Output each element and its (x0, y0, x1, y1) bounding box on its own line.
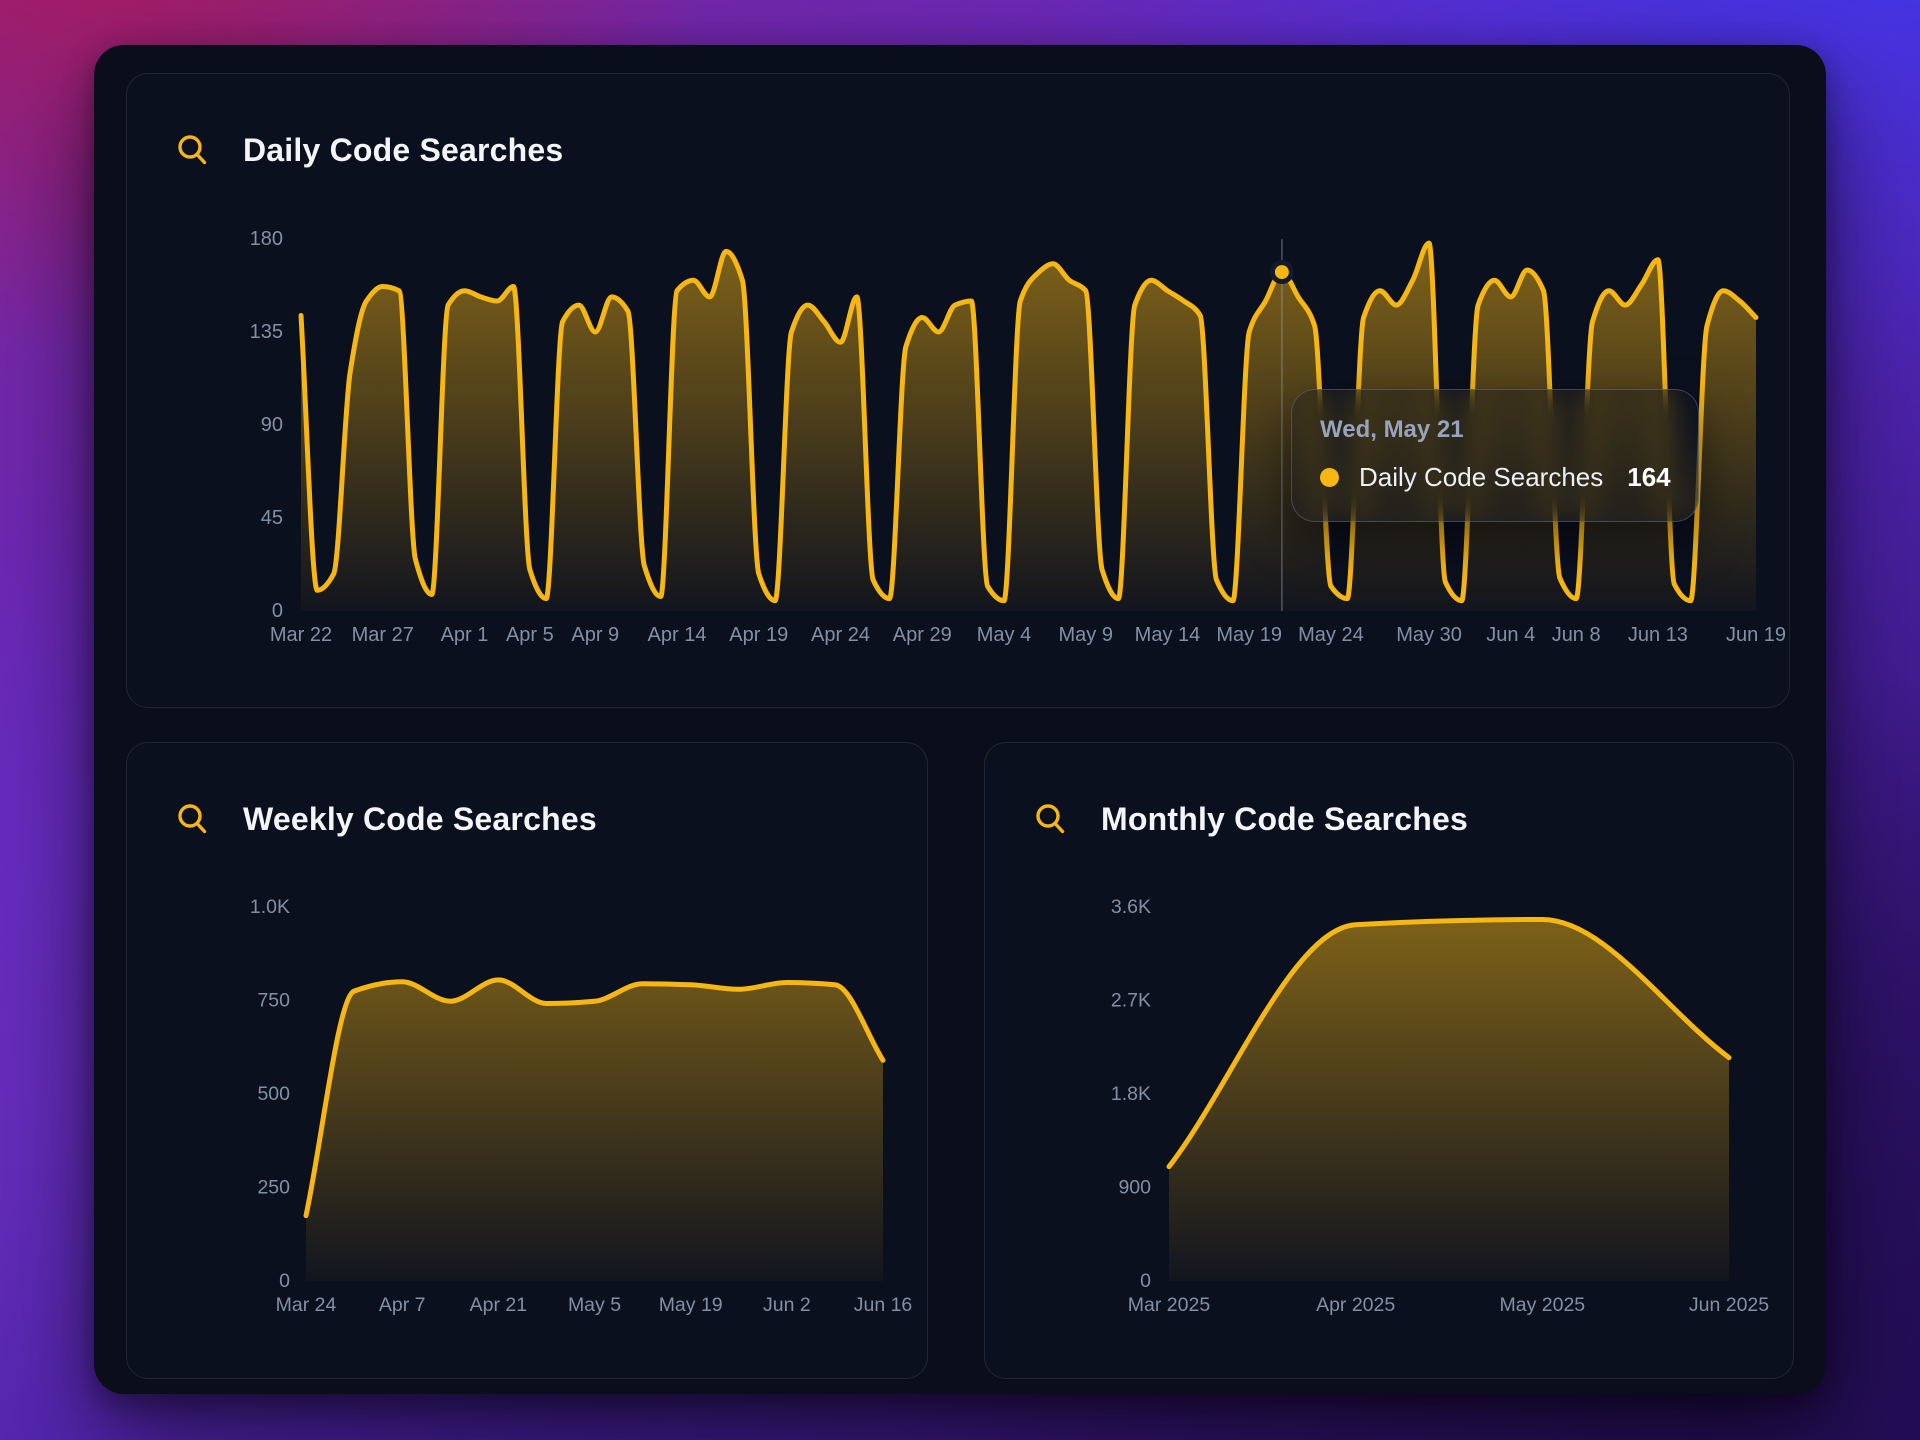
monthly-area-fill (1169, 919, 1729, 1281)
x-tick-label: May 14 (1135, 624, 1201, 646)
monthly-card-header: Monthly Code Searches (1033, 801, 1468, 838)
y-tick-label: 90 (261, 414, 283, 436)
search-icon (178, 803, 207, 833)
x-tick-label: Mar 24 (276, 1294, 337, 1316)
x-tick-label: Jun 19 (1726, 624, 1786, 646)
y-tick-label: 0 (272, 600, 283, 622)
y-tick-label: 0 (1140, 1270, 1151, 1292)
y-tick-label: 180 (250, 228, 283, 250)
x-tick-label: May 19 (1216, 624, 1282, 646)
x-tick-label: Apr 7 (379, 1294, 426, 1316)
x-tick-label: Jun 4 (1486, 624, 1535, 646)
highlight-marker (1269, 260, 1294, 285)
monthly-chart-title: Monthly Code Searches (1101, 801, 1468, 837)
x-tick-label: May 9 (1058, 624, 1112, 646)
y-tick-label: 45 (261, 507, 283, 529)
x-tick-label: Apr 2025 (1316, 1294, 1395, 1316)
x-tick-label: Jun 2025 (1689, 1294, 1769, 1316)
y-tick-label: 900 (1118, 1177, 1151, 1199)
x-tick-label: Apr 21 (470, 1294, 527, 1316)
x-tick-label: May 30 (1396, 624, 1462, 646)
x-tick-label: Mar 27 (352, 624, 414, 646)
weekly-line (303, 977, 886, 1219)
monthly-code-searches-card: Monthly Code Searches 0 900 1.8K 2.7K 3.6K Ma… (984, 742, 1794, 1379)
x-tick-label: Jun 16 (854, 1294, 913, 1316)
y-tick-label: 2.7K (1111, 990, 1151, 1012)
x-tick-label: Apr 24 (811, 624, 870, 646)
x-tick-label: Jun 8 (1552, 624, 1601, 646)
x-tick-label: Mar 22 (270, 624, 332, 646)
x-tick-label: Jun 13 (1628, 624, 1688, 646)
tooltip-row: Daily Code Searches 164 (1320, 462, 1671, 493)
x-tick-label: May 24 (1298, 624, 1364, 646)
daily-chart-title: Daily Code Searches (243, 132, 564, 168)
daily-code-searches-card: Daily Code Searches 0 45 90 135 180 Mar 22 Mar… (126, 73, 1790, 708)
weekly-code-searches-card: Weekly Code Searches 0 250 500 750 1.0K Mar 2… (126, 742, 928, 1379)
tooltip-date: Wed, May 21 (1320, 416, 1464, 443)
x-tick-label: Apr 14 (648, 624, 707, 646)
x-tick-label: Mar 2025 (1128, 1294, 1211, 1316)
daily-card-header: Daily Code Searches (175, 132, 563, 169)
y-tick-label: 0 (279, 1270, 290, 1292)
y-tick-label: 500 (257, 1083, 290, 1105)
y-tick-label: 1.0K (250, 896, 290, 918)
dashboard-window: Daily Code Searches 0 45 90 135 180 Mar 22 Mar… (94, 45, 1826, 1394)
tooltip-value: 164 (1627, 462, 1671, 492)
x-tick-label: Apr 1 (441, 624, 489, 646)
y-tick-label: 1.8K (1111, 1083, 1151, 1105)
x-tick-label: Apr 5 (506, 624, 554, 646)
x-tick-label: Jun 2 (763, 1294, 811, 1316)
monthly-chart[interactable]: 0 900 1.8K 2.7K 3.6K Mar 2025 Apr 2025 May 2025… (985, 743, 1795, 1380)
x-tick-label: May 19 (659, 1294, 723, 1316)
weekly-card-header: Weekly Code Searches (175, 801, 597, 838)
y-tick-label: 250 (257, 1177, 290, 1199)
tooltip-series-label: Daily Code Searches (1359, 462, 1604, 492)
daily-line (298, 240, 1759, 604)
y-tick-label: 3.6K (1111, 896, 1151, 918)
weekly-area-fill (306, 979, 883, 1281)
x-tick-label: Apr 19 (729, 624, 788, 646)
x-tick-label: May 2025 (1500, 1294, 1586, 1316)
search-icon (1036, 803, 1065, 833)
y-tick-label: 135 (250, 321, 283, 343)
chart-tooltip: Wed, May 21 Daily Code Searches 164 (1291, 389, 1699, 522)
x-tick-label: Apr 29 (893, 624, 952, 646)
x-tick-label: May 4 (977, 624, 1031, 646)
y-tick-label: 750 (257, 990, 290, 1012)
x-tick-label: May 5 (568, 1294, 621, 1316)
series-dot (1320, 468, 1339, 487)
search-icon (178, 134, 207, 164)
monthly-line (1166, 917, 1732, 1170)
weekly-chart-title: Weekly Code Searches (243, 801, 597, 837)
x-tick-label: Apr 9 (571, 624, 619, 646)
weekly-chart[interactable]: 0 250 500 750 1.0K Mar 24 Apr 7 Apr 21 May 5 May … (127, 743, 929, 1380)
